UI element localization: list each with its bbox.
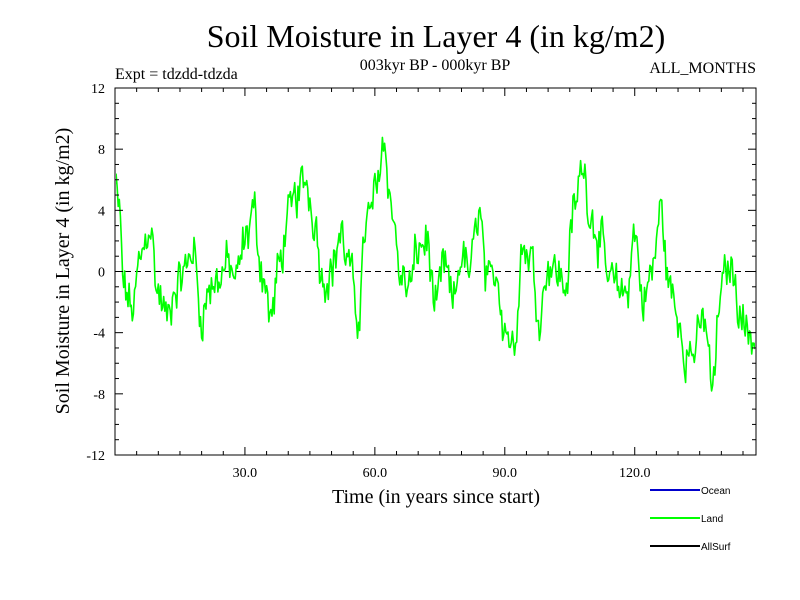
y-axis-label: Soil Moisture in Layer 4 (in kg/m2) (52, 128, 74, 415)
months-label: ALL_MONTHS (649, 60, 756, 77)
series-land-line (116, 136, 755, 392)
x-tick-label: 60.0 (363, 466, 388, 481)
y-tick-label: -12 (86, 449, 105, 464)
chart-subtitle: 003kyr BP - 000kyr BP (360, 57, 511, 74)
legend-label-ocean: Ocean (701, 486, 730, 497)
legend-label-land: Land (701, 514, 723, 525)
y-tick-label: -8 (93, 388, 105, 403)
x-tick-label: 90.0 (493, 466, 518, 481)
chart-title: Soil Moisture in Layer 4 (in kg/m2) (207, 18, 666, 54)
x-tick-label: 120.0 (619, 466, 651, 481)
axis-tick-labels: 12 8 4 0 -4 -8 -12 30.0 60.0 90.0 120.0 (86, 82, 650, 481)
experiment-label: Expt = tdzdd-tdzda (115, 66, 238, 83)
legend-label-allsurf: AllSurf (701, 542, 731, 553)
x-axis-label: Time (in years since start) (332, 486, 540, 508)
x-tick-label: 30.0 (233, 466, 258, 481)
plot-frame (114, 87, 757, 456)
y-tick-label: 4 (98, 204, 105, 219)
legend: Ocean Land AllSurf (650, 486, 731, 553)
y-tick-label: 0 (98, 266, 105, 281)
plot-area (115, 136, 756, 392)
y-tick-label: 8 (98, 143, 105, 158)
y-tick-label: 12 (91, 82, 105, 97)
y-tick-label: -4 (93, 327, 105, 342)
